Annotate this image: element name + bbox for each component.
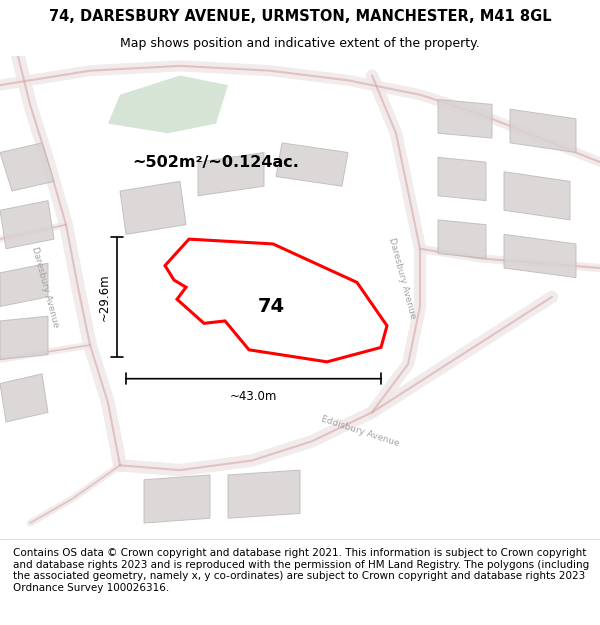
Polygon shape	[228, 470, 300, 518]
Text: 74, DARESBURY AVENUE, URMSTON, MANCHESTER, M41 8GL: 74, DARESBURY AVENUE, URMSTON, MANCHESTE…	[49, 9, 551, 24]
Text: Contains OS data © Crown copyright and database right 2021. This information is : Contains OS data © Crown copyright and d…	[13, 548, 589, 592]
Polygon shape	[0, 143, 54, 191]
Text: 74: 74	[258, 298, 285, 316]
Polygon shape	[438, 99, 492, 138]
Polygon shape	[276, 143, 348, 186]
Polygon shape	[198, 152, 264, 196]
Polygon shape	[510, 109, 576, 152]
Polygon shape	[0, 316, 48, 359]
Polygon shape	[0, 201, 54, 249]
Text: ~43.0m: ~43.0m	[230, 391, 277, 404]
Polygon shape	[438, 220, 486, 258]
Polygon shape	[108, 76, 228, 133]
Text: Daresbury Avenue: Daresbury Avenue	[387, 236, 417, 319]
Polygon shape	[120, 181, 186, 234]
Polygon shape	[504, 172, 570, 220]
Text: ~29.6m: ~29.6m	[97, 273, 110, 321]
Polygon shape	[0, 263, 48, 306]
Polygon shape	[0, 374, 48, 422]
Text: Map shows position and indicative extent of the property.: Map shows position and indicative extent…	[120, 38, 480, 51]
Text: Daresbury Avenue: Daresbury Avenue	[31, 246, 61, 329]
Polygon shape	[165, 239, 387, 362]
Polygon shape	[144, 475, 210, 523]
Polygon shape	[438, 158, 486, 201]
Text: Eddisbury Avenue: Eddisbury Avenue	[320, 415, 400, 449]
Polygon shape	[504, 234, 576, 278]
Text: ~502m²/~0.124ac.: ~502m²/~0.124ac.	[132, 154, 299, 169]
